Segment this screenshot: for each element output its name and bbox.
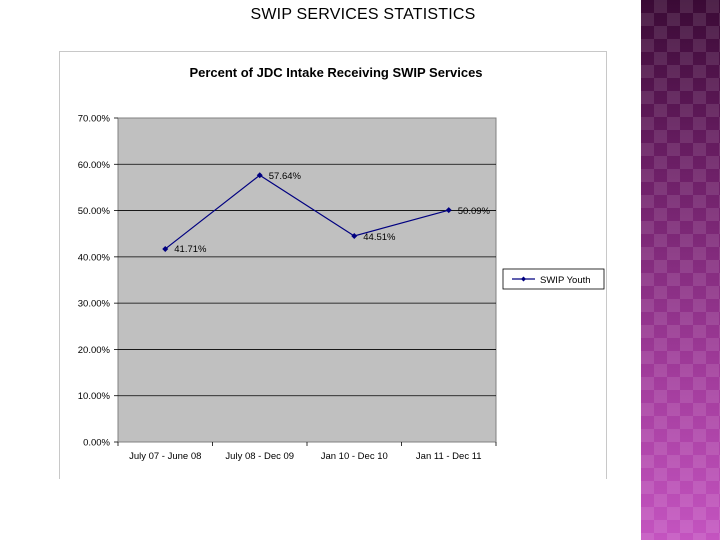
- x-tick-label: July 08 - Dec 09: [225, 451, 294, 462]
- chart-frame: Percent of JDC Intake Receiving SWIP Ser…: [59, 51, 607, 479]
- data-point-marker: [351, 232, 358, 239]
- data-point-marker: [445, 207, 452, 214]
- y-tick-label: 60.00%: [78, 160, 111, 171]
- y-tick-label: 0.00%: [83, 438, 110, 449]
- y-tick-label: 30.00%: [78, 299, 111, 310]
- x-axis: July 07 - June 08 July 08 - Dec 09 Jan 10 …: [117, 442, 497, 462]
- x-tick-label: Jan 10 - Dec 10: [321, 451, 388, 462]
- data-point-marker: [162, 245, 169, 252]
- legend: SWIP Youth: [502, 268, 605, 290]
- x-tick-label: Jan 11 - Dec 11: [416, 451, 482, 462]
- grid-lines: [118, 163, 496, 397]
- x-tick-label: July 07 - June 08: [129, 451, 201, 462]
- data-label: 44.51%: [363, 232, 396, 243]
- legend-box: [502, 268, 605, 290]
- y-tick-label: 20.00%: [78, 345, 111, 356]
- slide-title: SWIP SERVICES STATISTICS: [250, 6, 476, 23]
- series-swip-youth: 41.71% 57.64% 44.51% 50.09%: [162, 171, 491, 255]
- plot-area: [117, 117, 497, 443]
- y-tick-label: 50.00%: [78, 206, 111, 217]
- y-axis: 0.00% 10.00% 20.00% 30.00% 40.00% 50.00% 60.00…: [78, 114, 118, 449]
- data-label: 41.71%: [174, 244, 207, 255]
- legend-marker: [521, 276, 526, 282]
- data-label: 50.09%: [458, 206, 491, 217]
- y-tick-label: 40.00%: [78, 252, 111, 263]
- y-tick-label: 70.00%: [78, 114, 111, 125]
- legend-label: SWIP Youth: [540, 275, 591, 286]
- series-line: [164, 174, 449, 250]
- line-chart: Percent of JDC Intake Receiving SWIP Ser…: [78, 65, 605, 462]
- y-tick-label: 10.00%: [78, 391, 111, 402]
- chart-title: Percent of JDC Intake Receiving SWIP Ser…: [189, 65, 482, 80]
- data-label: 57.64%: [269, 171, 302, 182]
- data-point-marker: [256, 172, 263, 179]
- decorative-side-strip: [641, 0, 720, 540]
